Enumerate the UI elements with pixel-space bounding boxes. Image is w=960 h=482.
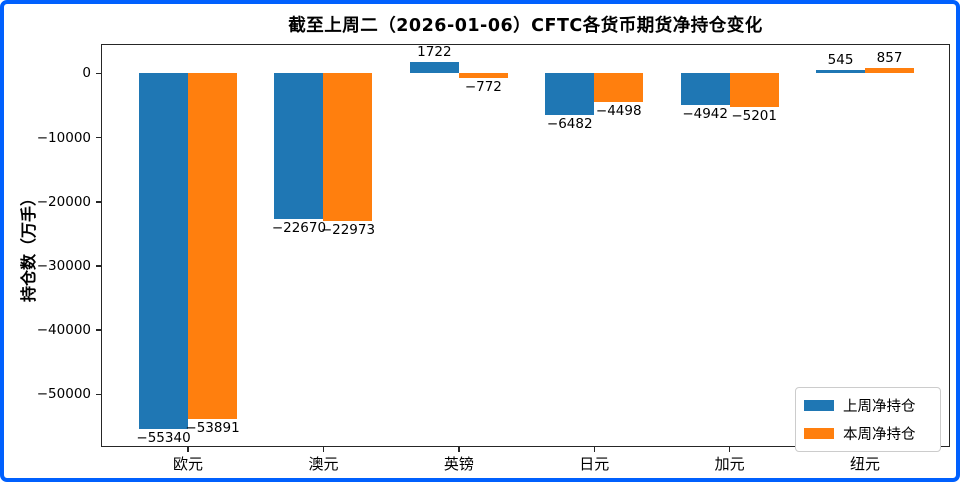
y-tick-mark: [96, 329, 101, 331]
legend: 上周净持仓 本周净持仓: [795, 387, 941, 452]
bar: [865, 67, 915, 74]
legend-item-last-week: 上周净持仓: [804, 395, 932, 416]
y-tick-mark: [96, 72, 101, 75]
bar-value-label: −53891: [185, 420, 240, 437]
chart-title: 截至上周二（2026-01-06）CFTC各货币期货净持仓变化: [288, 16, 763, 36]
bar: [458, 73, 508, 79]
y-tick-label: −40000: [36, 322, 91, 339]
x-tick-mark: [322, 447, 325, 452]
bar: [323, 73, 373, 221]
y-tick-mark: [96, 201, 101, 203]
bar-value-label: −22973: [320, 221, 376, 238]
bar-value-label: −55340: [136, 429, 191, 446]
bar-value-label: −22670: [271, 219, 327, 236]
bar: [409, 62, 459, 74]
plot-area: [101, 44, 950, 447]
x-tick-mark: [593, 447, 595, 452]
x-tick-label: 英镑: [443, 455, 474, 473]
legend-swatch-last-week: [804, 400, 834, 411]
y-tick-label: −20000: [36, 193, 91, 210]
y-tick-label: −30000: [36, 257, 91, 274]
legend-swatch-this-week: [804, 428, 834, 439]
x-tick-mark: [458, 447, 460, 452]
x-tick-label: 加元: [714, 455, 745, 473]
x-tick-label: 日元: [579, 455, 610, 473]
bar: [545, 73, 595, 115]
y-tick-mark: [96, 265, 101, 267]
legend-label-last-week: 上周净持仓: [843, 399, 916, 415]
bar-value-label: −4942: [682, 106, 728, 123]
y-tick-mark: [96, 393, 101, 396]
bar-value-label: 1722: [417, 44, 452, 61]
bar: [594, 73, 644, 103]
x-tick-label: 澳元: [308, 455, 339, 473]
bar: [139, 73, 189, 429]
bar-value-label: −772: [464, 79, 502, 96]
legend-item-this-week: 本周净持仓: [804, 423, 932, 444]
y-tick-label: −10000: [36, 129, 91, 146]
x-tick-mark: [728, 447, 731, 452]
bar: [188, 73, 238, 420]
bar-value-label: −6482: [546, 115, 593, 132]
bar: [816, 69, 866, 74]
y-tick-label: −50000: [36, 386, 91, 403]
x-tick-mark: [187, 447, 189, 452]
bar: [680, 73, 730, 106]
bar-value-label: −4498: [595, 103, 642, 120]
bar: [274, 73, 324, 219]
x-tick-label: 欧元: [173, 455, 204, 473]
y-tick-mark: [96, 136, 101, 139]
bar-value-label: 545: [827, 51, 854, 68]
y-tick-label: 0: [82, 65, 91, 82]
legend-label-this-week: 本周净持仓: [843, 427, 916, 443]
bar-value-label: −5201: [731, 107, 777, 124]
x-tick-label: 纽元: [850, 455, 881, 473]
bar: [729, 73, 779, 107]
bar-value-label: 857: [876, 49, 903, 66]
